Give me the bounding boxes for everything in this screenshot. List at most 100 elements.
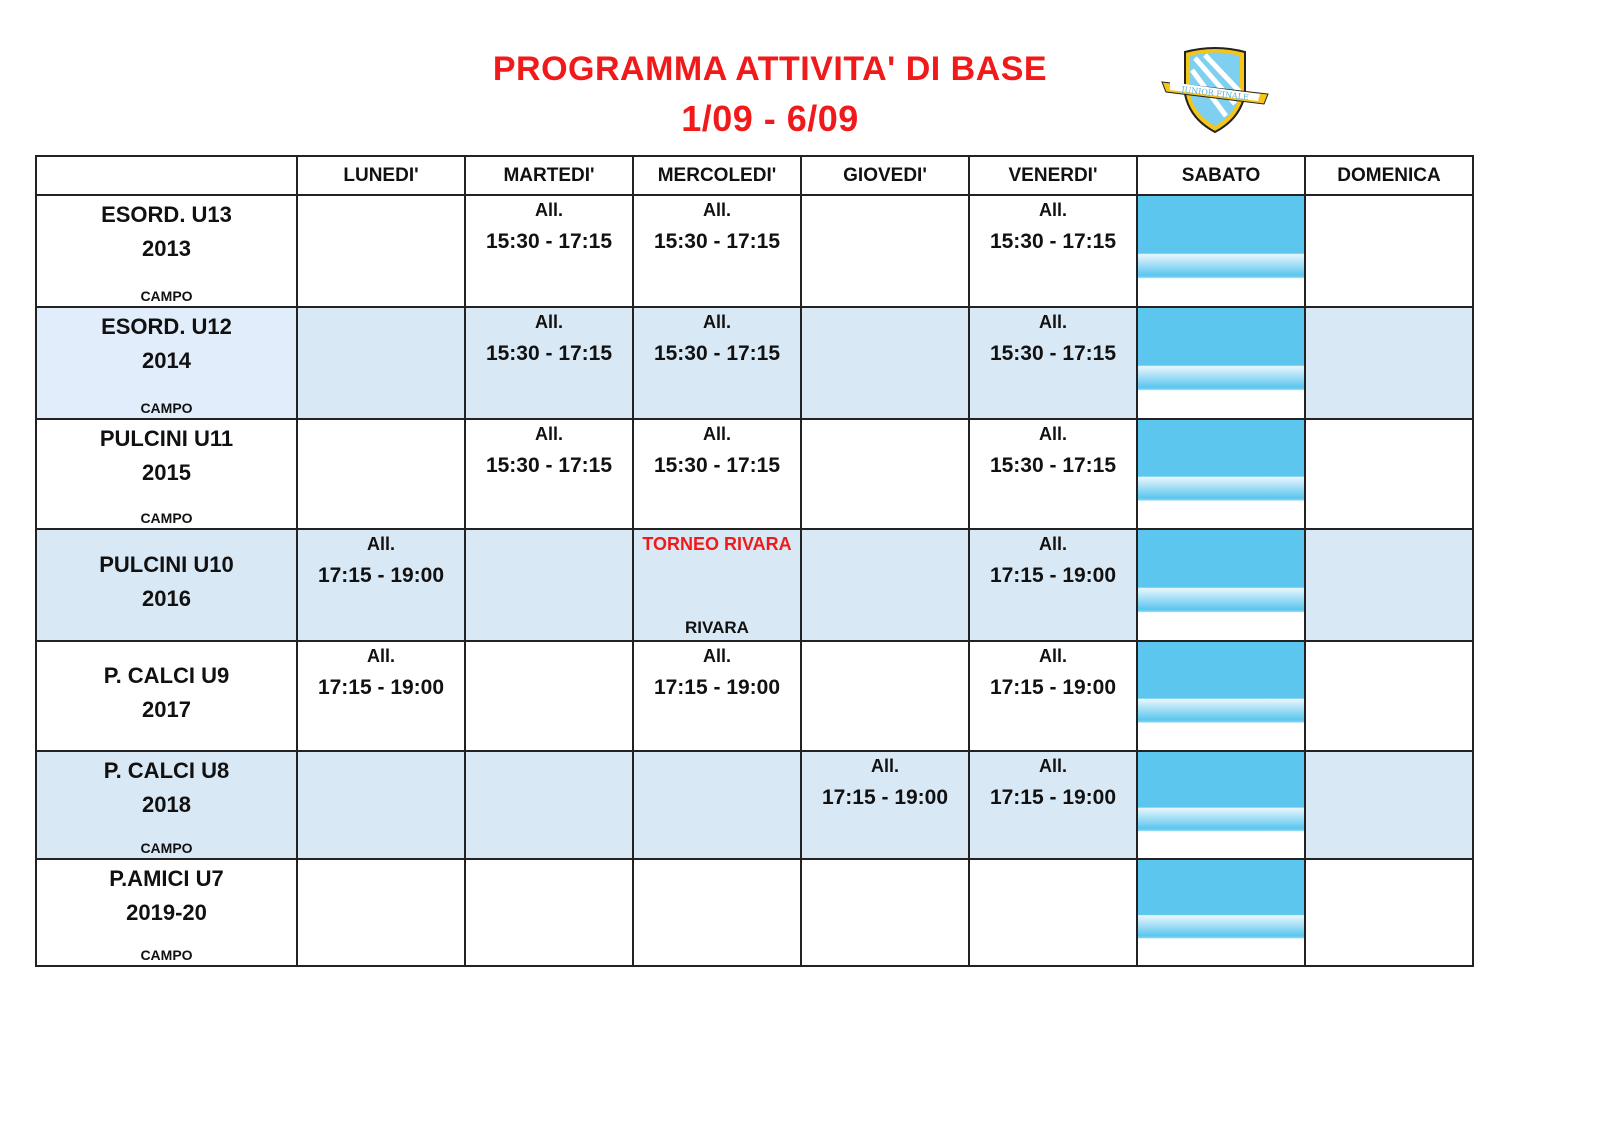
training-label: All. xyxy=(1038,200,1067,220)
training-label: All. xyxy=(534,312,563,332)
day-label: MERCOLEDI' xyxy=(657,164,777,186)
schedule-cell xyxy=(1138,642,1306,752)
training-label: All. xyxy=(702,312,731,332)
schedule-cell: All. 15:30 - 17:15 xyxy=(634,196,802,308)
schedule-cell: All. 15:30 - 17:15 xyxy=(634,420,802,530)
row-label: P. CALCI U9 2017 xyxy=(37,642,298,752)
group-year: 2017 xyxy=(142,697,191,722)
field-label: CAMPO xyxy=(140,288,193,304)
schedule-cell xyxy=(298,752,466,860)
schedule-cell: All. 15:30 - 17:15 xyxy=(970,420,1138,530)
group-name: ESORD. U13 xyxy=(101,202,232,227)
day-label: LUNEDI' xyxy=(343,164,419,186)
schedule-cell: All. 17:15 - 19:00 xyxy=(802,752,970,860)
training-label: All. xyxy=(366,646,395,666)
schedule-table: LUNEDI' MARTEDI' MERCOLEDI' GIOVEDI' VENERDI… xyxy=(35,155,1474,967)
training-label: All. xyxy=(534,424,563,444)
schedule-cell xyxy=(298,196,466,308)
club-logo-icon: JUNIOR FINALE xyxy=(1161,47,1269,134)
group-name: ESORD. U12 xyxy=(101,314,232,339)
training-label: All. xyxy=(870,756,899,776)
row-label: ESORD. U12 2014 CAMPO xyxy=(37,308,298,420)
time-slot: 17:15 - 19:00 xyxy=(317,564,445,587)
time-slot: 17:15 - 19:00 xyxy=(317,676,445,699)
schedule-cell xyxy=(298,860,466,967)
schedule-cell xyxy=(634,752,802,860)
time-slot: 15:30 - 17:15 xyxy=(989,342,1117,365)
group-year: 2019-20 xyxy=(126,900,207,925)
day-header: GIOVEDI' xyxy=(802,157,970,196)
schedule-cell xyxy=(802,196,970,308)
schedule-cell: All. 15:30 - 17:15 xyxy=(634,308,802,420)
time-slot: 15:30 - 17:15 xyxy=(485,342,613,365)
training-label: All. xyxy=(1038,646,1067,666)
event-label: TORNEO RIVARA xyxy=(642,534,792,554)
schedule-cell xyxy=(1138,196,1306,308)
row-label: ESORD. U13 2013 CAMPO xyxy=(37,196,298,308)
schedule-cell xyxy=(970,860,1138,967)
schedule-cell xyxy=(1306,752,1474,860)
page-title: PROGRAMMA ATTIVITA' DI BASE xyxy=(492,50,1048,88)
schedule-cell xyxy=(466,860,634,967)
time-slot: 15:30 - 17:15 xyxy=(653,454,781,477)
time-slot: 15:30 - 17:15 xyxy=(485,230,613,253)
schedule-cell: All. 17:15 - 19:00 xyxy=(970,530,1138,642)
time-slot: 15:30 - 17:15 xyxy=(989,230,1117,253)
group-year: 2013 xyxy=(142,236,191,261)
schedule-cell xyxy=(1138,860,1306,967)
schedule-cell xyxy=(1138,530,1306,642)
schedule-cell xyxy=(1138,752,1306,860)
day-header: MARTEDI' xyxy=(466,157,634,196)
day-label: MARTEDI' xyxy=(503,164,595,186)
field-label: CAMPO xyxy=(140,840,193,856)
time-slot: 17:15 - 19:00 xyxy=(989,564,1117,587)
day-header: DOMENICA xyxy=(1306,157,1474,196)
day-header: VENERDI' xyxy=(970,157,1138,196)
date-range: 1/09 - 6/09 xyxy=(681,98,859,139)
row-label: PULCINI U10 2016 xyxy=(37,530,298,642)
group-name: P. CALCI U9 xyxy=(103,663,230,688)
training-label: All. xyxy=(1038,424,1067,444)
training-label: All. xyxy=(1038,534,1067,554)
group-year: 2018 xyxy=(142,792,191,817)
time-slot: 15:30 - 17:15 xyxy=(485,454,613,477)
group-name: P.AMICI U7 xyxy=(109,866,224,891)
schedule-cell xyxy=(634,860,802,967)
schedule-cell: All. 17:15 - 19:00 xyxy=(298,530,466,642)
schedule-cell xyxy=(802,860,970,967)
schedule-cell xyxy=(298,420,466,530)
schedule-cell xyxy=(1138,308,1306,420)
day-label: GIOVEDI' xyxy=(843,164,927,186)
schedule-cell xyxy=(802,420,970,530)
schedule-cell xyxy=(802,530,970,642)
day-header: LUNEDI' xyxy=(298,157,466,196)
schedule-cell: All. 17:15 - 19:00 xyxy=(298,642,466,752)
group-year: 2014 xyxy=(142,348,191,373)
header-corner xyxy=(37,157,298,196)
schedule-cell xyxy=(1306,196,1474,308)
day-label: DOMENICA xyxy=(1337,164,1441,186)
schedule-cell: All. 15:30 - 17:15 xyxy=(466,196,634,308)
field-label: CAMPO xyxy=(140,947,193,963)
schedule-cell: All. 15:30 - 17:15 xyxy=(970,196,1138,308)
schedule-cell xyxy=(802,308,970,420)
group-name: PULCINI U10 xyxy=(99,552,234,577)
time-slot: 15:30 - 17:15 xyxy=(653,342,781,365)
field-label: CAMPO xyxy=(140,400,193,416)
time-slot: 17:15 - 19:00 xyxy=(653,676,781,699)
schedule-cell: All. 15:30 - 17:15 xyxy=(970,308,1138,420)
training-label: All. xyxy=(366,534,395,554)
schedule-cell xyxy=(1306,860,1474,967)
day-label: VENERDI' xyxy=(1008,164,1098,186)
time-slot: 15:30 - 17:15 xyxy=(653,230,781,253)
schedule-cell xyxy=(1306,642,1474,752)
schedule-cell xyxy=(1306,530,1474,642)
day-label: SABATO xyxy=(1181,164,1261,186)
time-slot: 17:15 - 19:00 xyxy=(989,676,1117,699)
day-header: SABATO xyxy=(1138,157,1306,196)
schedule-cell: All. 17:15 - 19:00 xyxy=(970,752,1138,860)
schedule-cell xyxy=(466,752,634,860)
group-name: P. CALCI U8 xyxy=(103,758,230,783)
row-label: PULCINI U11 2015 CAMPO xyxy=(37,420,298,530)
schedule-cell: All. 17:15 - 19:00 xyxy=(970,642,1138,752)
